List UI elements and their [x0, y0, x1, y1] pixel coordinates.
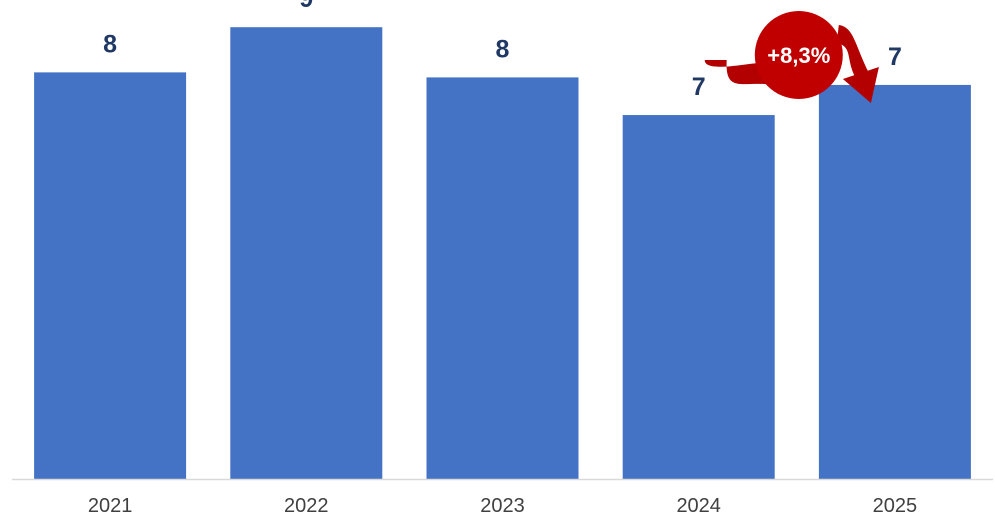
value-label-2021: 8 — [103, 30, 117, 58]
value-label-2025: 7 — [888, 43, 902, 71]
arrow-head-icon — [842, 67, 879, 103]
category-label-2025: 2025 — [873, 495, 918, 517]
category-label-2022: 2022 — [284, 495, 329, 517]
value-label-2022: 9 — [299, 0, 313, 13]
category-label-2023: 2023 — [480, 495, 525, 517]
value-label-2023: 8 — [496, 35, 510, 63]
bar-2022 — [230, 27, 383, 479]
value-labels-group: 8 9 8 7 7 — [103, 0, 902, 101]
change-badge — [754, 11, 843, 99]
bar-2021 — [34, 72, 187, 479]
bar-2025 — [818, 84, 971, 480]
bars-group — [34, 27, 971, 480]
change-badge-label: +8,3% — [767, 43, 830, 68]
category-labels-group: 2021 2022 2023 2024 2025 — [88, 495, 917, 517]
bar-2024 — [622, 115, 775, 480]
bar-2023 — [426, 77, 579, 480]
value-label-2024: 7 — [692, 73, 706, 101]
category-label-2021: 2021 — [88, 495, 133, 517]
change-annotation: +8,3% — [704, 11, 879, 103]
curved-arrow-right — [836, 25, 869, 80]
category-label-2024: 2024 — [676, 495, 721, 517]
